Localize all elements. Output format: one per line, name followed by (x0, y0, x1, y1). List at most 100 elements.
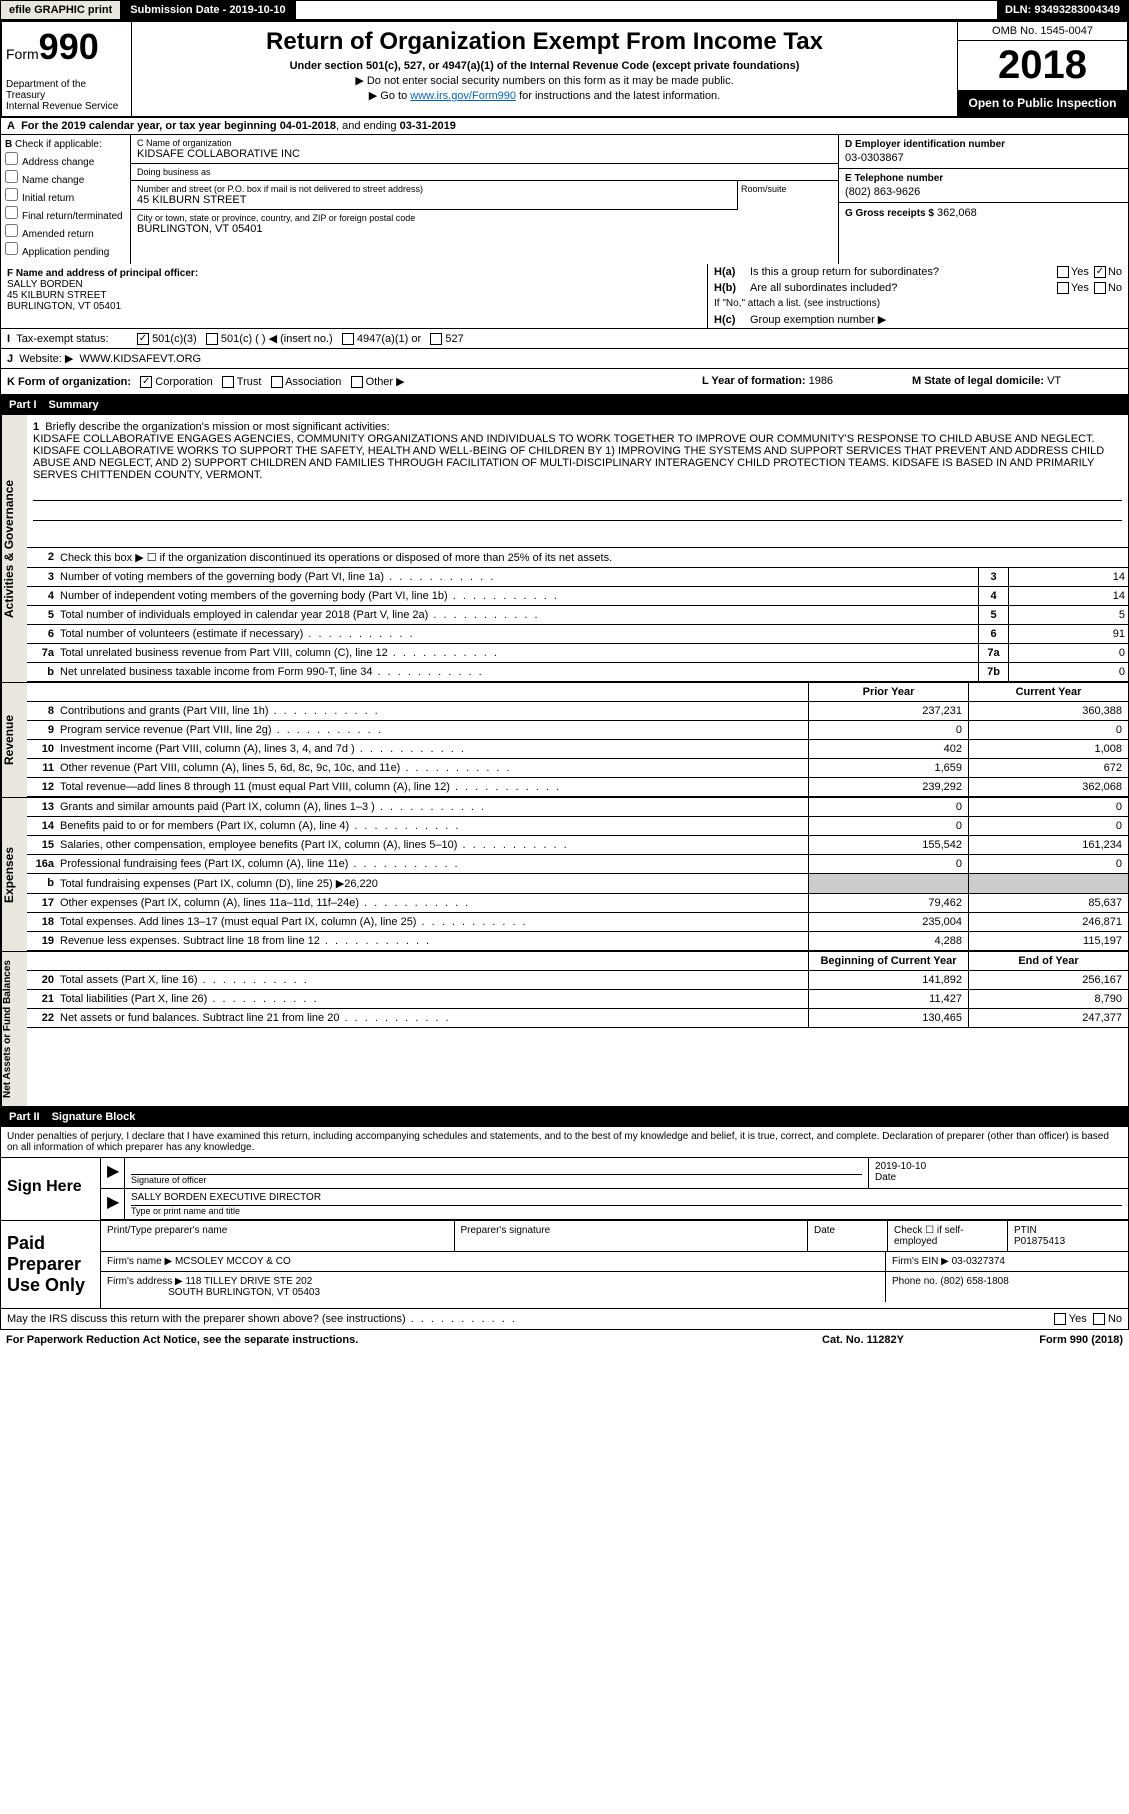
discuss-yes[interactable] (1054, 1313, 1066, 1325)
discuss-row: May the IRS discuss this return with the… (0, 1309, 1129, 1330)
type-name-label: Type or print name and title (131, 1206, 1122, 1216)
dba-label: Doing business as (137, 167, 832, 177)
row-a-tax-year: A For the 2019 calendar year, or tax yea… (0, 118, 1129, 135)
exp-line-13: 13Grants and similar amounts paid (Part … (27, 798, 1128, 817)
omb-number: OMB No. 1545-0047 (958, 22, 1127, 41)
box-d-ein: D Employer identification number 03-0303… (839, 135, 1128, 169)
website-url: WWW.KIDSAFEVT.ORG (79, 353, 201, 365)
phone-label: Phone no. (892, 1276, 938, 1287)
officer-name: SALLY BORDEN EXECUTIVE DIRECTOR (131, 1192, 1122, 1206)
chk-other[interactable] (351, 376, 363, 388)
city-state-zip: BURLINGTON, VT 05401 (137, 223, 832, 235)
irs-link[interactable]: www.irs.gov/Form990 (410, 90, 516, 102)
asset-line-20: 20Total assets (Part X, line 16) 141,892… (27, 971, 1128, 990)
asset-line-21: 21Total liabilities (Part X, line 26) 11… (27, 990, 1128, 1009)
footer: For Paperwork Reduction Act Notice, see … (0, 1330, 1129, 1350)
tab-revenue: Revenue (1, 683, 27, 797)
chk-527[interactable] (430, 333, 442, 345)
box-b: B Check if applicable: Address change Na… (1, 135, 131, 264)
line-2: 2Check this box ▶ ☐ if the organization … (27, 548, 1128, 568)
sig-officer-label: Signature of officer (131, 1175, 862, 1185)
perjury-statement: Under penalties of perjury, I declare th… (1, 1127, 1128, 1158)
sig-date-label: Date (875, 1172, 1122, 1183)
ha-yes[interactable] (1057, 266, 1069, 278)
box-f-officer: F Name and address of principal officer:… (1, 264, 707, 316)
ha-no[interactable]: ✓ (1094, 266, 1106, 278)
exp-line-16a: 16aProfessional fundraising fees (Part I… (27, 855, 1128, 874)
box-e-phone: E Telephone number (802) 863-9626 (839, 169, 1128, 203)
chk-assoc[interactable] (271, 376, 283, 388)
chk-4947[interactable] (342, 333, 354, 345)
box-g-receipts: G Gross receipts $ 362,068 (839, 203, 1128, 223)
exp-line-15: 15Salaries, other compensation, employee… (27, 836, 1128, 855)
hb-yes[interactable] (1057, 282, 1069, 294)
gov-line-b: bNet unrelated business taxable income f… (27, 663, 1128, 682)
chk-trust[interactable] (222, 376, 234, 388)
entity-info-grid: B Check if applicable: Address change Na… (0, 135, 1129, 264)
paid-preparer-block: Paid Preparer Use Only Print/Type prepar… (0, 1221, 1129, 1309)
form-ref: Form 990 (2018) (963, 1334, 1123, 1346)
box-c: C Name of organization KIDSAFE COLLABORA… (131, 135, 838, 264)
chk-initial-return[interactable]: Initial return (5, 188, 126, 204)
discuss-no[interactable] (1093, 1313, 1105, 1325)
subtitle-3: Go to www.irs.gov/Form990 for instructio… (138, 89, 951, 102)
row-j-website: J Website: ▶ WWW.KIDSAFEVT.ORG (0, 349, 1129, 369)
l-year-formation: L Year of formation: 1986 (702, 375, 912, 388)
firm-addr1: 118 TILLEY DRIVE STE 202 (186, 1276, 313, 1287)
prep-date-label: Date (808, 1221, 888, 1251)
addr-label: Number and street (or P.O. box if mail i… (137, 184, 731, 194)
assets-header: Beginning of Current Year End of Year (27, 952, 1128, 971)
rev-line-11: 11Other revenue (Part VIII, column (A), … (27, 759, 1128, 778)
chk-self-employed[interactable]: Check ☐ if self-employed (888, 1221, 1008, 1251)
chk-501c3[interactable]: ✓ (137, 333, 149, 345)
prep-name-label: Print/Type preparer's name (101, 1221, 455, 1251)
chk-name-change[interactable]: Name change (5, 170, 126, 186)
exp-line-19: 19Revenue less expenses. Subtract line 1… (27, 932, 1128, 951)
chk-501c[interactable] (206, 333, 218, 345)
title-block: Form990 Department of the Treasury Inter… (0, 20, 1129, 118)
rev-line-9: 9Program service revenue (Part VIII, lin… (27, 721, 1128, 740)
open-public-badge: Open to Public Inspection (958, 90, 1127, 116)
hb-no[interactable] (1094, 282, 1106, 294)
gov-line-5: 5Total number of individuals employed in… (27, 606, 1128, 625)
sign-here-label: Sign Here (1, 1158, 101, 1220)
rev-line-12: 12Total revenue—add lines 8 through 11 (… (27, 778, 1128, 797)
ptin-label: PTIN (1014, 1225, 1037, 1236)
part-1-header: Part ISummary (0, 395, 1129, 415)
street-address: 45 KILBURN STREET (137, 194, 731, 206)
chk-corp[interactable]: ✓ (140, 376, 152, 388)
row-k-org-form: K Form of organization: ✓ Corporation Tr… (0, 369, 1129, 395)
f-h-block: F Name and address of principal officer:… (0, 264, 1129, 329)
form-title: Return of Organization Exempt From Incom… (138, 28, 951, 56)
chk-pending[interactable]: Application pending (5, 242, 126, 258)
subtitle-2: Do not enter social security numbers on … (138, 74, 951, 87)
efile-label: efile GRAPHIC print (1, 1, 122, 19)
arrow-icon: ▶ (101, 1158, 125, 1188)
dept-treasury: Department of the Treasury Internal Reve… (6, 79, 127, 112)
mission-block: 1 Briefly describe the organization's mi… (27, 415, 1128, 548)
firm-addr-label: Firm's address ▶ (107, 1276, 183, 1287)
chk-address-change[interactable]: Address change (5, 152, 126, 168)
cat-number: Cat. No. 11282Y (763, 1334, 963, 1346)
rev-line-10: 10Investment income (Part VIII, column (… (27, 740, 1128, 759)
firm-ein-label: Firm's EIN ▶ (892, 1256, 949, 1267)
chk-amended[interactable]: Amended return (5, 224, 126, 240)
revenue-header: Prior Year Current Year (27, 683, 1128, 702)
exp-line-b: bTotal fundraising expenses (Part IX, co… (27, 874, 1128, 894)
chk-final-return[interactable]: Final return/terminated (5, 206, 126, 222)
m-domicile: M State of legal domicile: VT (912, 375, 1122, 388)
h-b-note: If "No," attach a list. (see instruction… (708, 296, 1128, 311)
city-label: City or town, state or province, country… (137, 213, 832, 223)
prep-sig-label: Preparer's signature (455, 1221, 809, 1251)
rev-line-8: 8Contributions and grants (Part VIII, li… (27, 702, 1128, 721)
part-2-header: Part IISignature Block (0, 1107, 1129, 1127)
subtitle-1: Under section 501(c), 527, or 4947(a)(1)… (138, 60, 951, 72)
pra-notice: For Paperwork Reduction Act Notice, see … (6, 1334, 763, 1346)
mission-text: KIDSAFE COLLABORATIVE ENGAGES AGENCIES, … (33, 433, 1104, 481)
h-a-group-return: H(a) Is this a group return for subordin… (708, 264, 1128, 280)
exp-line-17: 17Other expenses (Part IX, column (A), l… (27, 894, 1128, 913)
org-name: KIDSAFE COLLABORATIVE INC (137, 148, 832, 160)
gov-line-4: 4Number of independent voting members of… (27, 587, 1128, 606)
gov-line-3: 3Number of voting members of the governi… (27, 568, 1128, 587)
h-c-exemption: H(c) Group exemption number ▶ (708, 311, 1128, 328)
